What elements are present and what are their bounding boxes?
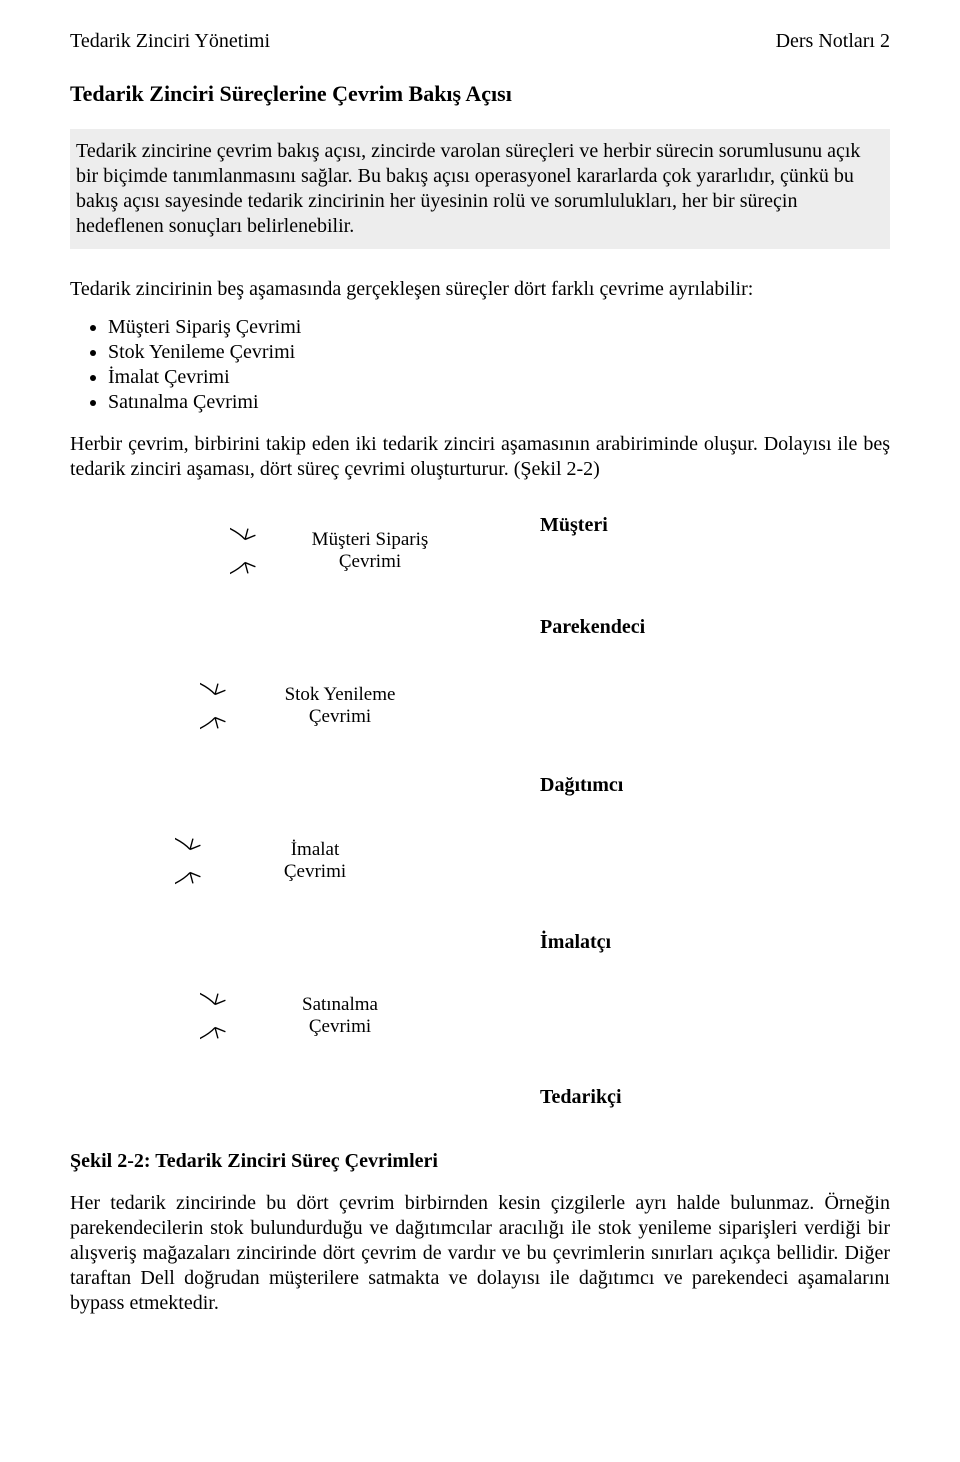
closing-paragraph: Her tedarik zincirinde bu dört çevrim bi… xyxy=(70,1191,890,1316)
header-right: Ders Notları 2 xyxy=(776,30,890,53)
highlight-box: Tedarik zincirine çevrim bakış açısı, zi… xyxy=(70,129,890,249)
cycle-label: Müşteri SiparişÇevrimi xyxy=(290,529,450,573)
section-title: Tedarik Zinciri Süreçlerine Çevrim Bakış… xyxy=(70,81,890,107)
mid-paragraph: Herbir çevrim, birbirini takip eden iki … xyxy=(70,432,890,482)
header-left: Tedarik Zinciri Yönetimi xyxy=(70,30,270,53)
cycle-label: Stok YenilemeÇevrimi xyxy=(260,684,420,728)
list-item: Müşteri Sipariş Çevrimi xyxy=(108,316,890,339)
list-item: İmalat Çevrimi xyxy=(108,366,890,389)
cycle-label: İmalatÇevrimi xyxy=(235,839,395,883)
header-row: Tedarik Zinciri Yönetimi Ders Notları 2 xyxy=(70,30,890,53)
stage-label: Parekendeci xyxy=(540,616,645,639)
stage-label: Dağıtımcı xyxy=(540,774,623,797)
stage-label: Müşteri xyxy=(540,514,608,537)
page-root: Tedarik Zinciri Yönetimi Ders Notları 2 … xyxy=(0,0,960,1360)
cycle-diagram: Müşteri SiparişÇevrimi Stok YenilemeÇevri… xyxy=(70,496,890,1136)
list-item: Stok Yenileme Çevrimi xyxy=(108,341,890,364)
list-item: Satınalma Çevrimi xyxy=(108,391,890,414)
stage-label: Tedarikçi xyxy=(540,1086,622,1109)
figure-caption: Şekil 2-2: Tedarik Zinciri Süreç Çevriml… xyxy=(70,1150,890,1173)
cycle-bullet-list: Müşteri Sipariş Çevrimi Stok Yenileme Çe… xyxy=(108,316,890,414)
stage-label: İmalatçı xyxy=(540,931,611,954)
cycle-label: SatınalmaÇevrimi xyxy=(260,994,420,1038)
intro-paragraph: Tedarik zincirinin beş aşamasında gerçek… xyxy=(70,277,890,302)
